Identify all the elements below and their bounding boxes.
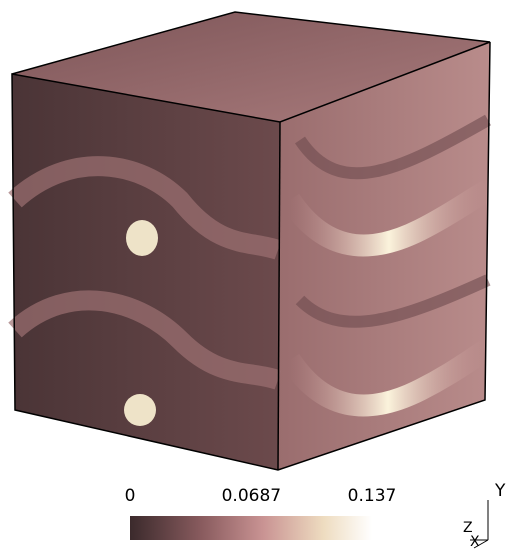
colorbar-ticks: 0 0.0687 0.137	[125, 486, 397, 506]
cube-edges	[11, 11, 491, 471]
axis-label: Y	[494, 481, 506, 501]
colorbar	[130, 516, 372, 540]
axis-label: X	[470, 534, 480, 550]
colorbar-tick-label: 0.0687	[222, 486, 281, 506]
axis-triad: Y Z X	[463, 481, 506, 550]
left-band	[8, 156, 282, 260]
top-face	[12, 12, 490, 122]
cube-edge	[277, 121, 281, 471]
right-band	[295, 114, 491, 180]
right-band	[280, 340, 492, 417]
cube	[8, 11, 494, 471]
highlight	[124, 394, 156, 426]
highlight	[126, 220, 158, 256]
axis-line	[473, 539, 489, 549]
axis-label: Z	[463, 520, 473, 536]
left-band	[8, 290, 282, 390]
colorbar-tick-label: 0.137	[348, 486, 397, 506]
right-band	[280, 180, 494, 257]
right-band	[295, 274, 491, 328]
colorbar-tick-label: 0	[125, 486, 136, 506]
